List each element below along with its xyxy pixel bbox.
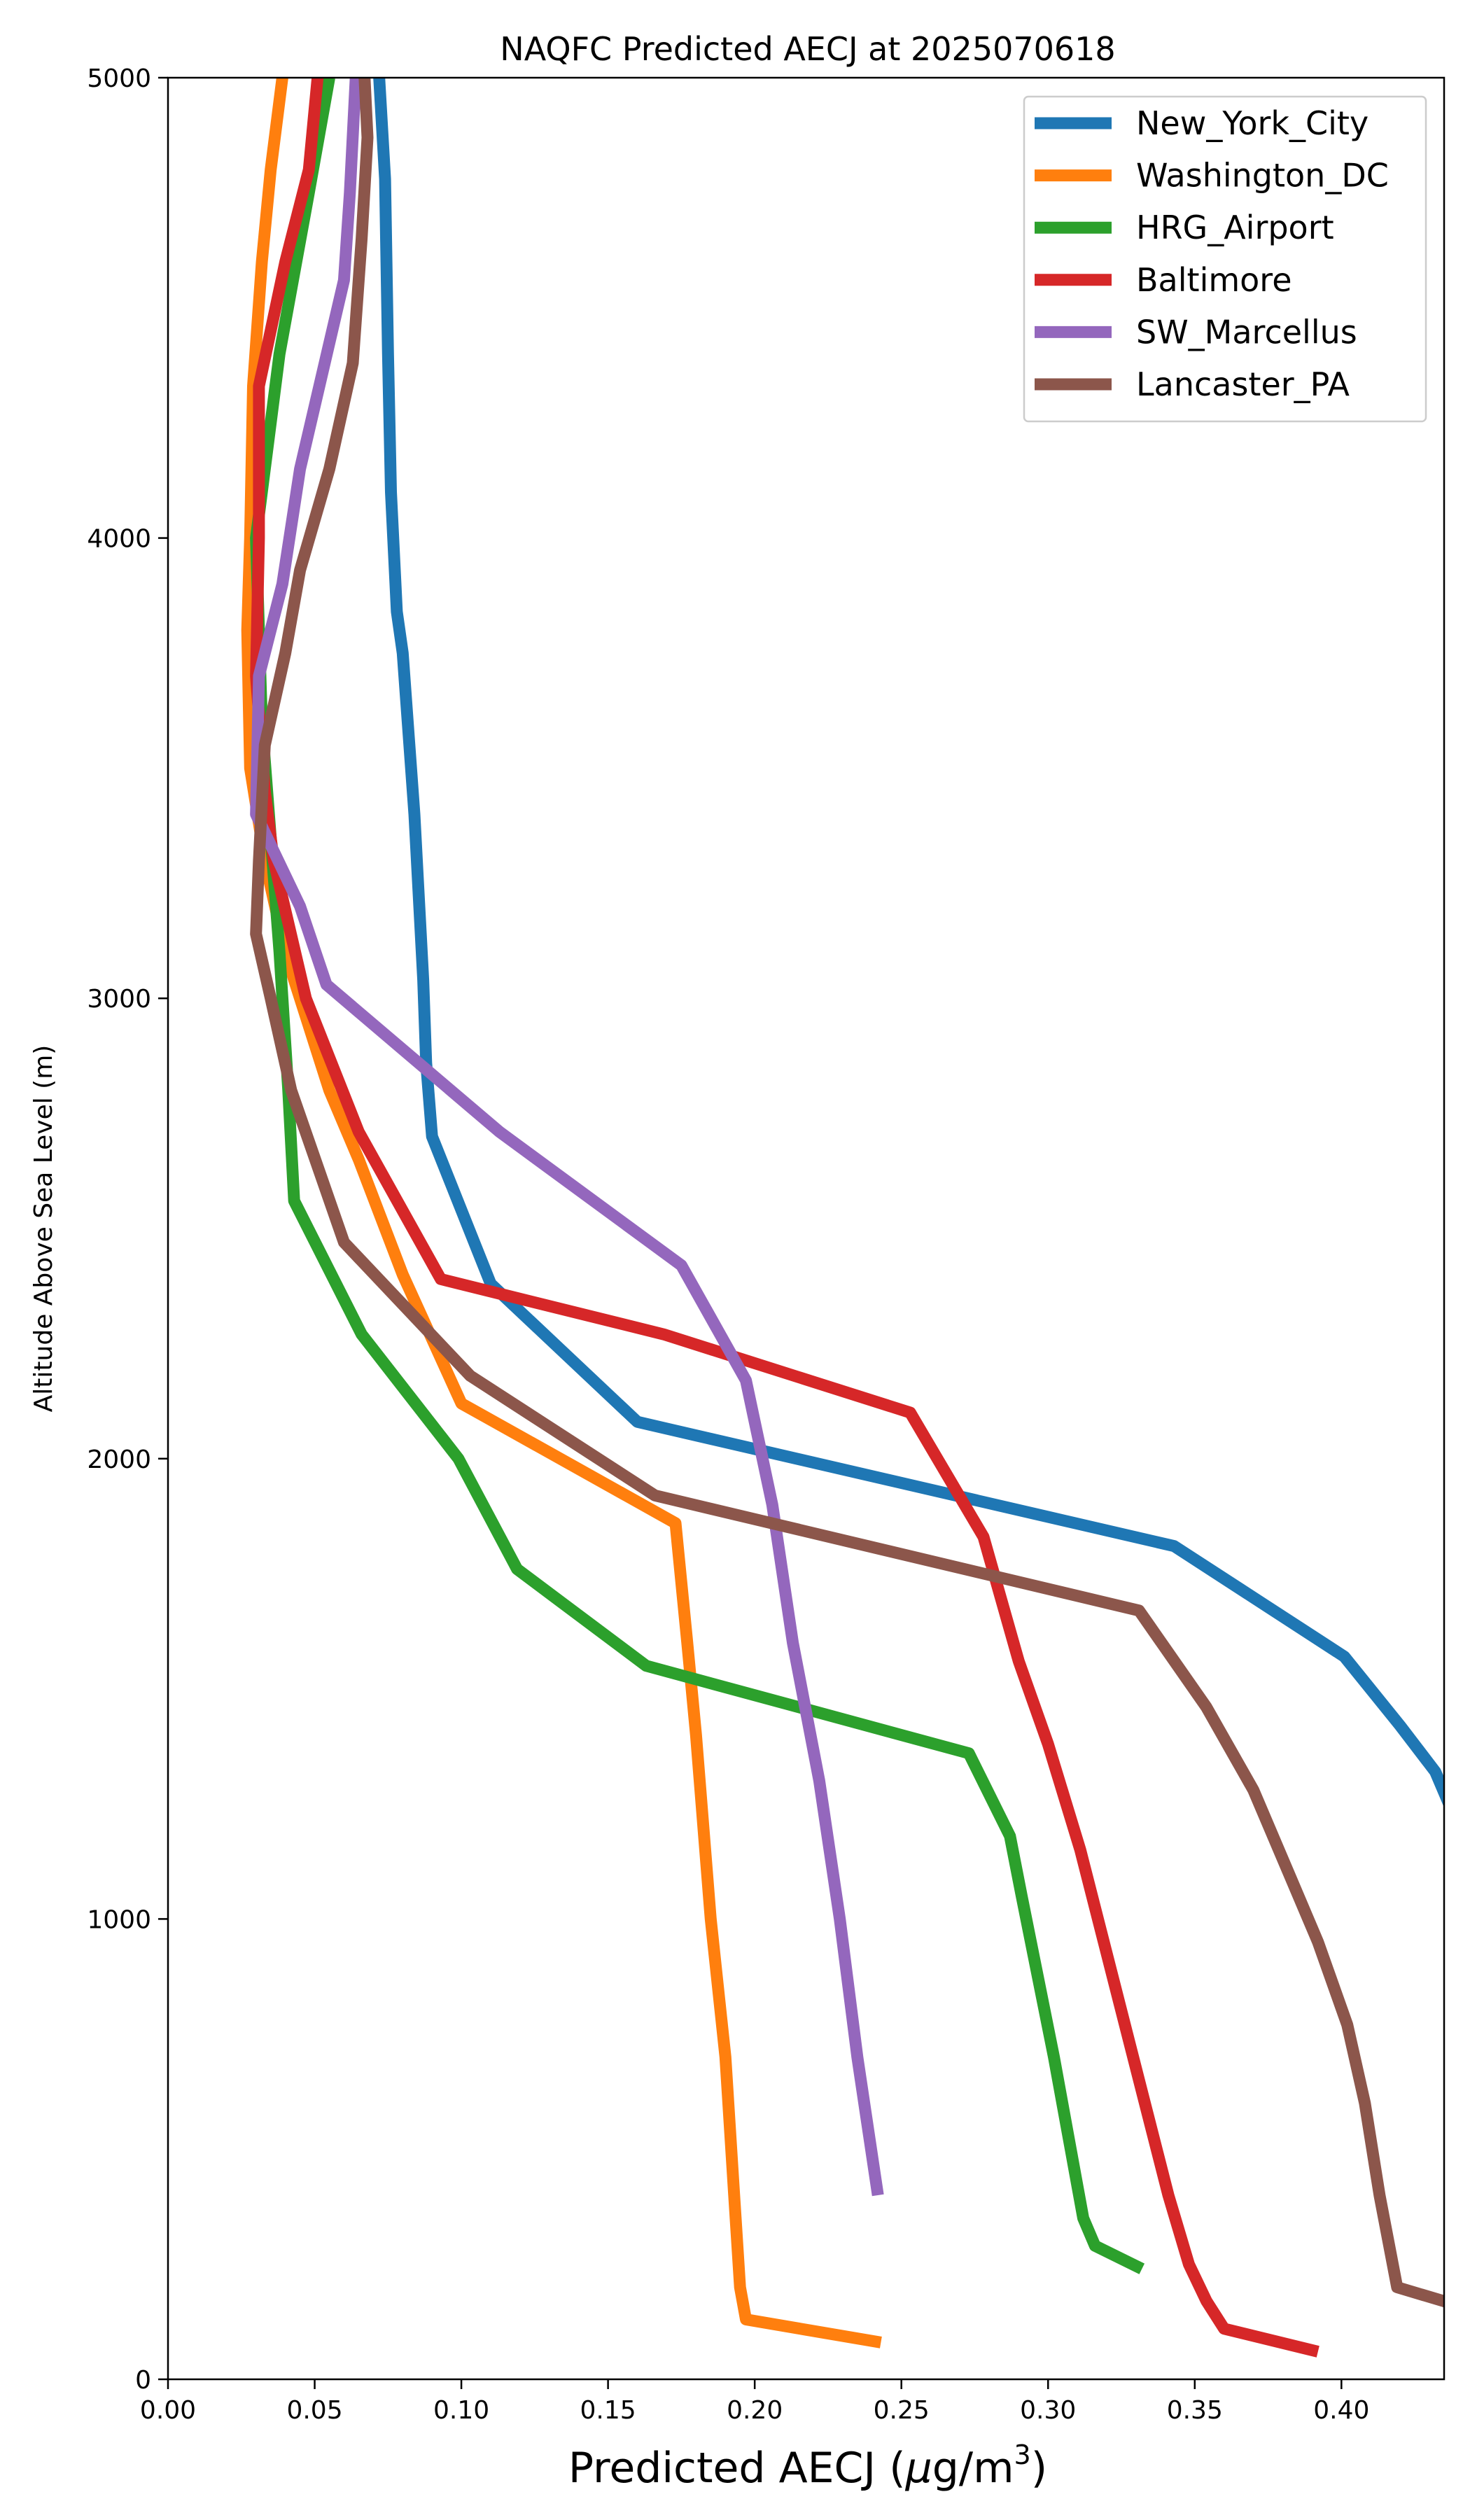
legend-label: Lancaster_PA: [1136, 365, 1350, 403]
x-axis-label-unit: g/m: [932, 2444, 1014, 2493]
series-line-new-york-city: [373, 78, 1444, 1808]
y-axis-ticks: 0 1000 2000 3000 4000 5000: [87, 64, 168, 2395]
x-axis-label: Predicted AECJ (μg/m3): [568, 2440, 1047, 2493]
y-tick-label: 1000: [87, 1905, 151, 1934]
y-tick-label: 2000: [87, 1446, 151, 1474]
x-tick-label: 0.35: [1167, 2396, 1223, 2425]
legend-label: Washington_DC: [1136, 157, 1389, 195]
legend-label: Baltimore: [1136, 261, 1292, 299]
x-tick-label: 0.05: [286, 2396, 342, 2425]
legend-box: [1023, 95, 1427, 423]
x-tick-label: 0.20: [727, 2396, 783, 2425]
legend-label: HRG_Airport: [1136, 209, 1334, 246]
chart-title: NAQFC Predicted AECJ at 2025070618: [500, 30, 1115, 68]
y-tick-label: 0: [135, 2366, 151, 2395]
x-tick-label: 0.10: [433, 2396, 489, 2425]
x-tick-label: 0.30: [1020, 2396, 1076, 2425]
x-axis-label-text: Predicted AECJ (: [568, 2444, 906, 2493]
legend-label: New_York_City: [1136, 104, 1368, 142]
y-axis-label: Altitude Above Sea Level (m): [29, 1045, 58, 1413]
y-tick-label: 3000: [87, 985, 151, 1014]
y-tick-label: 4000: [87, 525, 151, 554]
x-axis-label-mu: μ: [905, 2444, 932, 2493]
plot-area-frame: [167, 76, 1446, 2381]
x-tick-label: 0.25: [874, 2396, 930, 2425]
series-lines: [241, 78, 1444, 2358]
y-tick-label: 5000: [87, 64, 151, 93]
x-tick-label: 0.15: [580, 2396, 636, 2425]
legend: New_York_City Washington_DC HRG_Airport Bal…: [1023, 95, 1427, 423]
x-tick-label: 0.40: [1313, 2396, 1369, 2425]
x-axis-label-close: ): [1031, 2444, 1047, 2493]
x-axis-ticks: 0.00 0.05 0.10 0.15 0.20 0.25 0.30 0.35 0.40: [140, 2379, 1369, 2425]
series-line-lancaster-pa: [250, 78, 1444, 2308]
series-line-washington-dc: [241, 78, 882, 2348]
x-axis-label-superscript: 3: [1014, 2440, 1031, 2470]
legend-label: SW_Marcellus: [1136, 313, 1357, 351]
x-tick-label: 0.00: [140, 2396, 196, 2425]
series-line-baltimore: [250, 78, 1320, 2358]
series-line-sw-marcellus: [250, 78, 884, 2197]
